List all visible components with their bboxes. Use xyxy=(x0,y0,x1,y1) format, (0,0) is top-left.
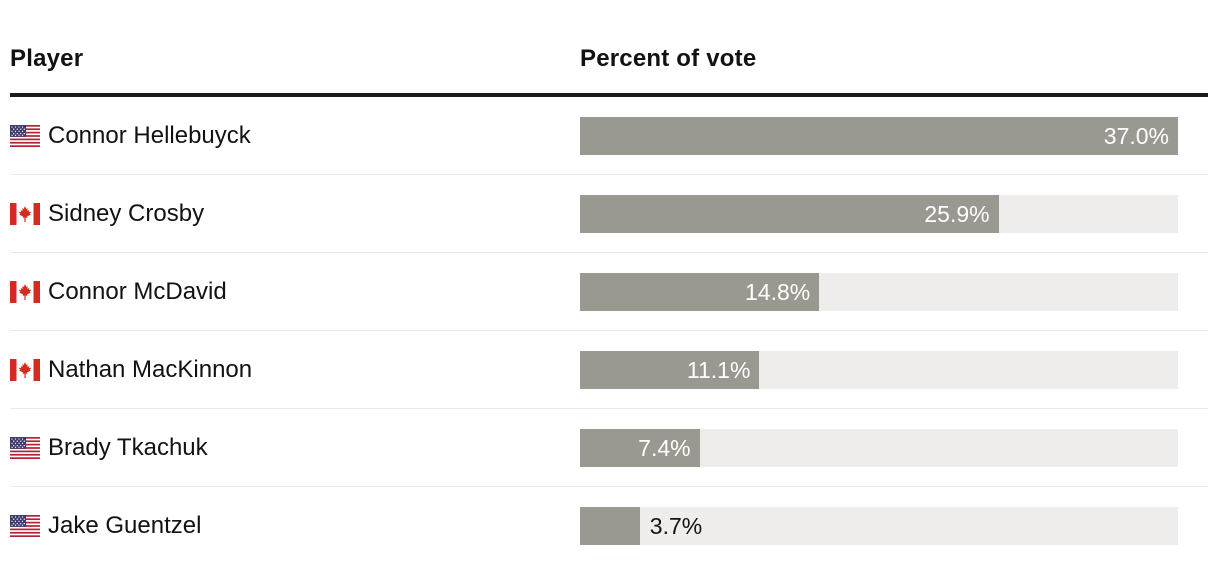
player-name: Jake Guentzel xyxy=(48,512,202,539)
player-name: Brady Tkachuk xyxy=(48,433,208,461)
player-name: Sidney Crosby xyxy=(48,199,205,227)
vote-bar-value-label: 25.9% xyxy=(924,200,990,227)
player-cell: Nathan MacKinnon xyxy=(10,356,580,384)
canada-flag-icon xyxy=(10,358,40,381)
vote-bar-value-label: 7.4% xyxy=(638,434,691,461)
vote-bar-value-label: 11.1% xyxy=(686,356,751,383)
table-row: Jake Guentzel 3.7% xyxy=(10,487,1208,565)
vote-bar-value-label: 14.8% xyxy=(744,278,811,305)
vote-bar-value-label: 3.7% xyxy=(649,513,703,539)
vote-bar-fill xyxy=(580,116,1178,155)
vote-bar-track: 25.9% xyxy=(580,194,1178,233)
vote-bar-value-label: 37.0% xyxy=(1103,122,1169,149)
us-flag-icon xyxy=(10,124,40,147)
table-row: Connor McDavid 14.8% xyxy=(10,253,1208,331)
player-name: Nathan MacKinnon xyxy=(48,355,253,383)
player-cell: Sidney Crosby xyxy=(10,200,580,228)
vote-bar-track: 37.0% xyxy=(580,116,1178,155)
vote-bar-fill xyxy=(580,428,700,467)
canada-flag-icon xyxy=(10,202,40,225)
vote-bar-track: 3.7% xyxy=(580,507,1178,545)
header-rule xyxy=(10,93,1208,97)
table-header: Player Percent of vote xyxy=(10,44,1208,74)
table-row: Connor Hellebuyck 37.0% xyxy=(10,97,1208,175)
vote-bar-fill xyxy=(580,272,820,311)
player-cell: Jake Guentzel xyxy=(10,512,580,540)
player-cell: Brady Tkachuk xyxy=(10,434,580,462)
table-row: Sidney Crosby 25.9% xyxy=(10,175,1208,253)
column-header-player: Player xyxy=(10,45,84,72)
us-flag-icon xyxy=(10,515,40,537)
player-name: Connor Hellebuyck xyxy=(48,121,251,149)
column-header-percent: Percent of vote xyxy=(580,45,757,72)
vote-bar-track: 11.1% xyxy=(580,350,1178,389)
player-name: Connor McDavid xyxy=(48,277,227,305)
player-cell: Connor Hellebuyck xyxy=(10,122,580,150)
table-body: Connor Hellebuyck 37.0% Sidney Crosby 25… xyxy=(10,97,1208,565)
player-cell: Connor McDavid xyxy=(10,278,580,306)
table-row: Brady Tkachuk 7.4% xyxy=(10,409,1208,487)
vote-bar-track: 7.4% xyxy=(580,428,1178,467)
vote-bar-fill xyxy=(580,507,640,545)
vote-bar-fill xyxy=(580,194,999,233)
vote-bar-fill xyxy=(580,350,760,389)
us-flag-icon xyxy=(10,436,40,459)
vote-bar-track: 14.8% xyxy=(580,272,1178,311)
canada-flag-icon xyxy=(10,280,40,303)
table-row: Nathan MacKinnon 11.1% xyxy=(10,331,1208,409)
